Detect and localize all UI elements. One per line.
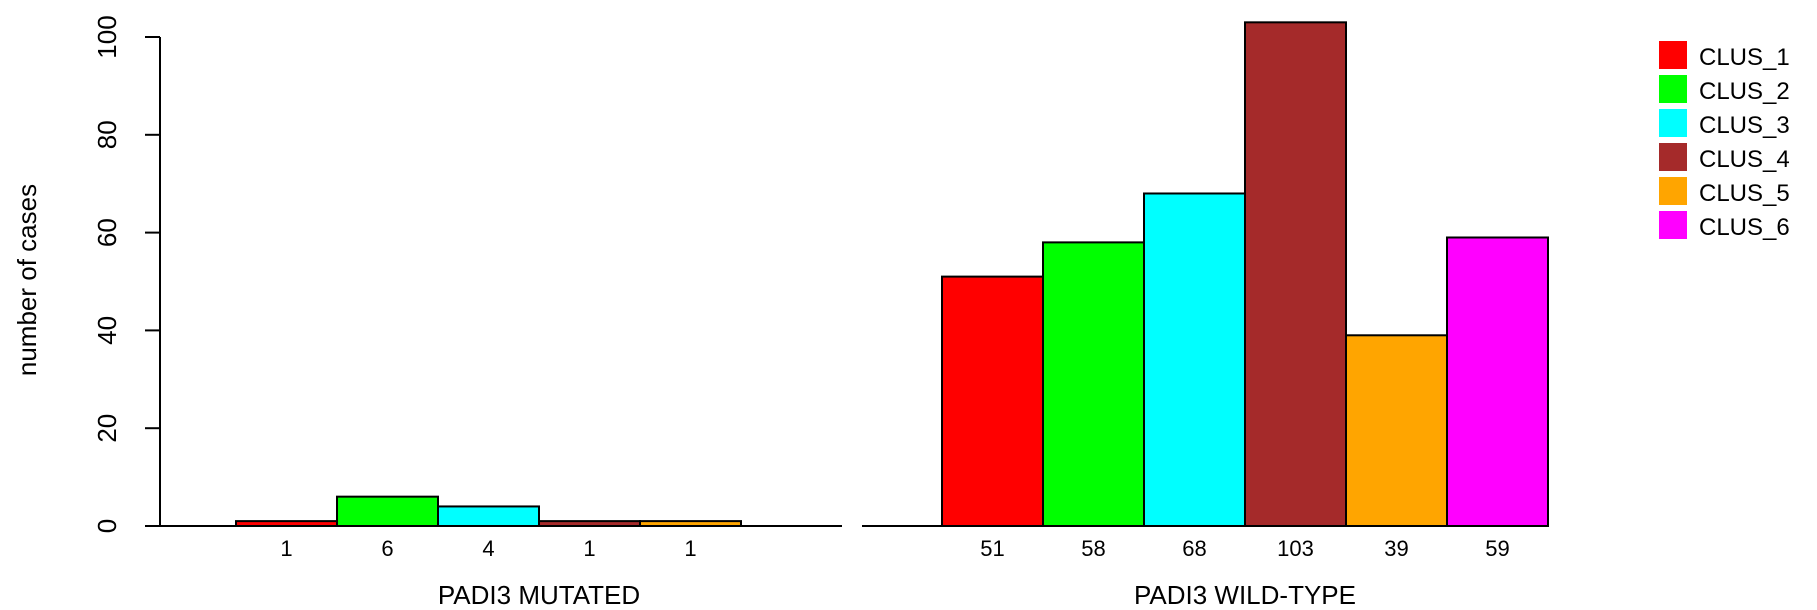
legend-item: CLUS_4: [1659, 143, 1790, 173]
y-tick-label: 60: [92, 218, 122, 247]
legend-item: CLUS_2: [1659, 75, 1790, 105]
bar-clus-3: [1143, 192, 1246, 527]
legend-item: CLUS_6: [1659, 211, 1790, 241]
bar-count-label: 4: [482, 536, 494, 561]
legend-item: CLUS_1: [1659, 41, 1790, 71]
bar-count-label: 1: [684, 536, 696, 561]
legend-swatch: [1659, 109, 1687, 137]
legend-swatch: [1659, 41, 1687, 69]
bar-count-label: 58: [1081, 536, 1105, 561]
legend-swatch: [1659, 143, 1687, 171]
y-tick-label: 40: [92, 316, 122, 345]
y-tick-label: 0: [92, 519, 122, 533]
y-tick-label: 80: [92, 120, 122, 149]
legend-swatch: [1659, 211, 1687, 239]
bar-count-label: 59: [1485, 536, 1509, 561]
y-tick-label: 20: [92, 414, 122, 443]
legend-item: CLUS_3: [1659, 109, 1790, 139]
bar-clus-6: [1446, 236, 1549, 528]
legend-label: CLUS_4: [1699, 146, 1790, 173]
group-label: PADI3 WILD-TYPE: [1134, 580, 1356, 610]
y-tick-label: 100: [92, 15, 122, 58]
legend-swatch: [1659, 177, 1687, 205]
y-axis: 0 20 40 60 80 100: [92, 15, 161, 533]
bar-clus-5: [1345, 334, 1448, 528]
y-axis-title: number of cases: [12, 184, 42, 376]
legend-label: CLUS_5: [1699, 180, 1790, 207]
legend-swatch: [1659, 75, 1687, 103]
group-padi3-mutated: 1 6 4 1 1 PADI3 MUTATED: [156, 495, 842, 610]
legend-item: CLUS_5: [1659, 177, 1790, 207]
legend-label: CLUS_3: [1699, 112, 1790, 139]
bar-clus-4: [1244, 21, 1347, 528]
bar-count-label: 1: [583, 536, 595, 561]
legend-label: CLUS_2: [1699, 78, 1790, 105]
bar-count-label: 68: [1182, 536, 1206, 561]
legend: CLUS_1 CLUS_2 CLUS_3 CLUS_4 CLUS_5 CLUS_6: [1659, 41, 1790, 241]
group-label: PADI3 MUTATED: [438, 580, 640, 610]
bar-clus-2: [336, 495, 439, 528]
group-padi3-wild-type: 51 58 68 103 39 59 PADI3 WILD-TYPE: [862, 21, 1549, 610]
bar-count-label: 1: [280, 536, 292, 561]
bar-count-label: 39: [1384, 536, 1408, 561]
legend-label: CLUS_6: [1699, 214, 1790, 241]
bar-clus-3: [437, 505, 540, 528]
bar-groups: 1 6 4 1 1 PADI3 MUTATED 51 58 68 103 39 59 PADI3 WIL…: [156, 21, 1549, 610]
legend-label: CLUS_1: [1699, 44, 1790, 71]
bar-count-label: 51: [980, 536, 1004, 561]
bar-count-label: 103: [1277, 536, 1314, 561]
bar-count-label: 6: [381, 536, 393, 561]
bar-clus-1: [941, 275, 1044, 527]
bar-clus-2: [1042, 241, 1145, 527]
